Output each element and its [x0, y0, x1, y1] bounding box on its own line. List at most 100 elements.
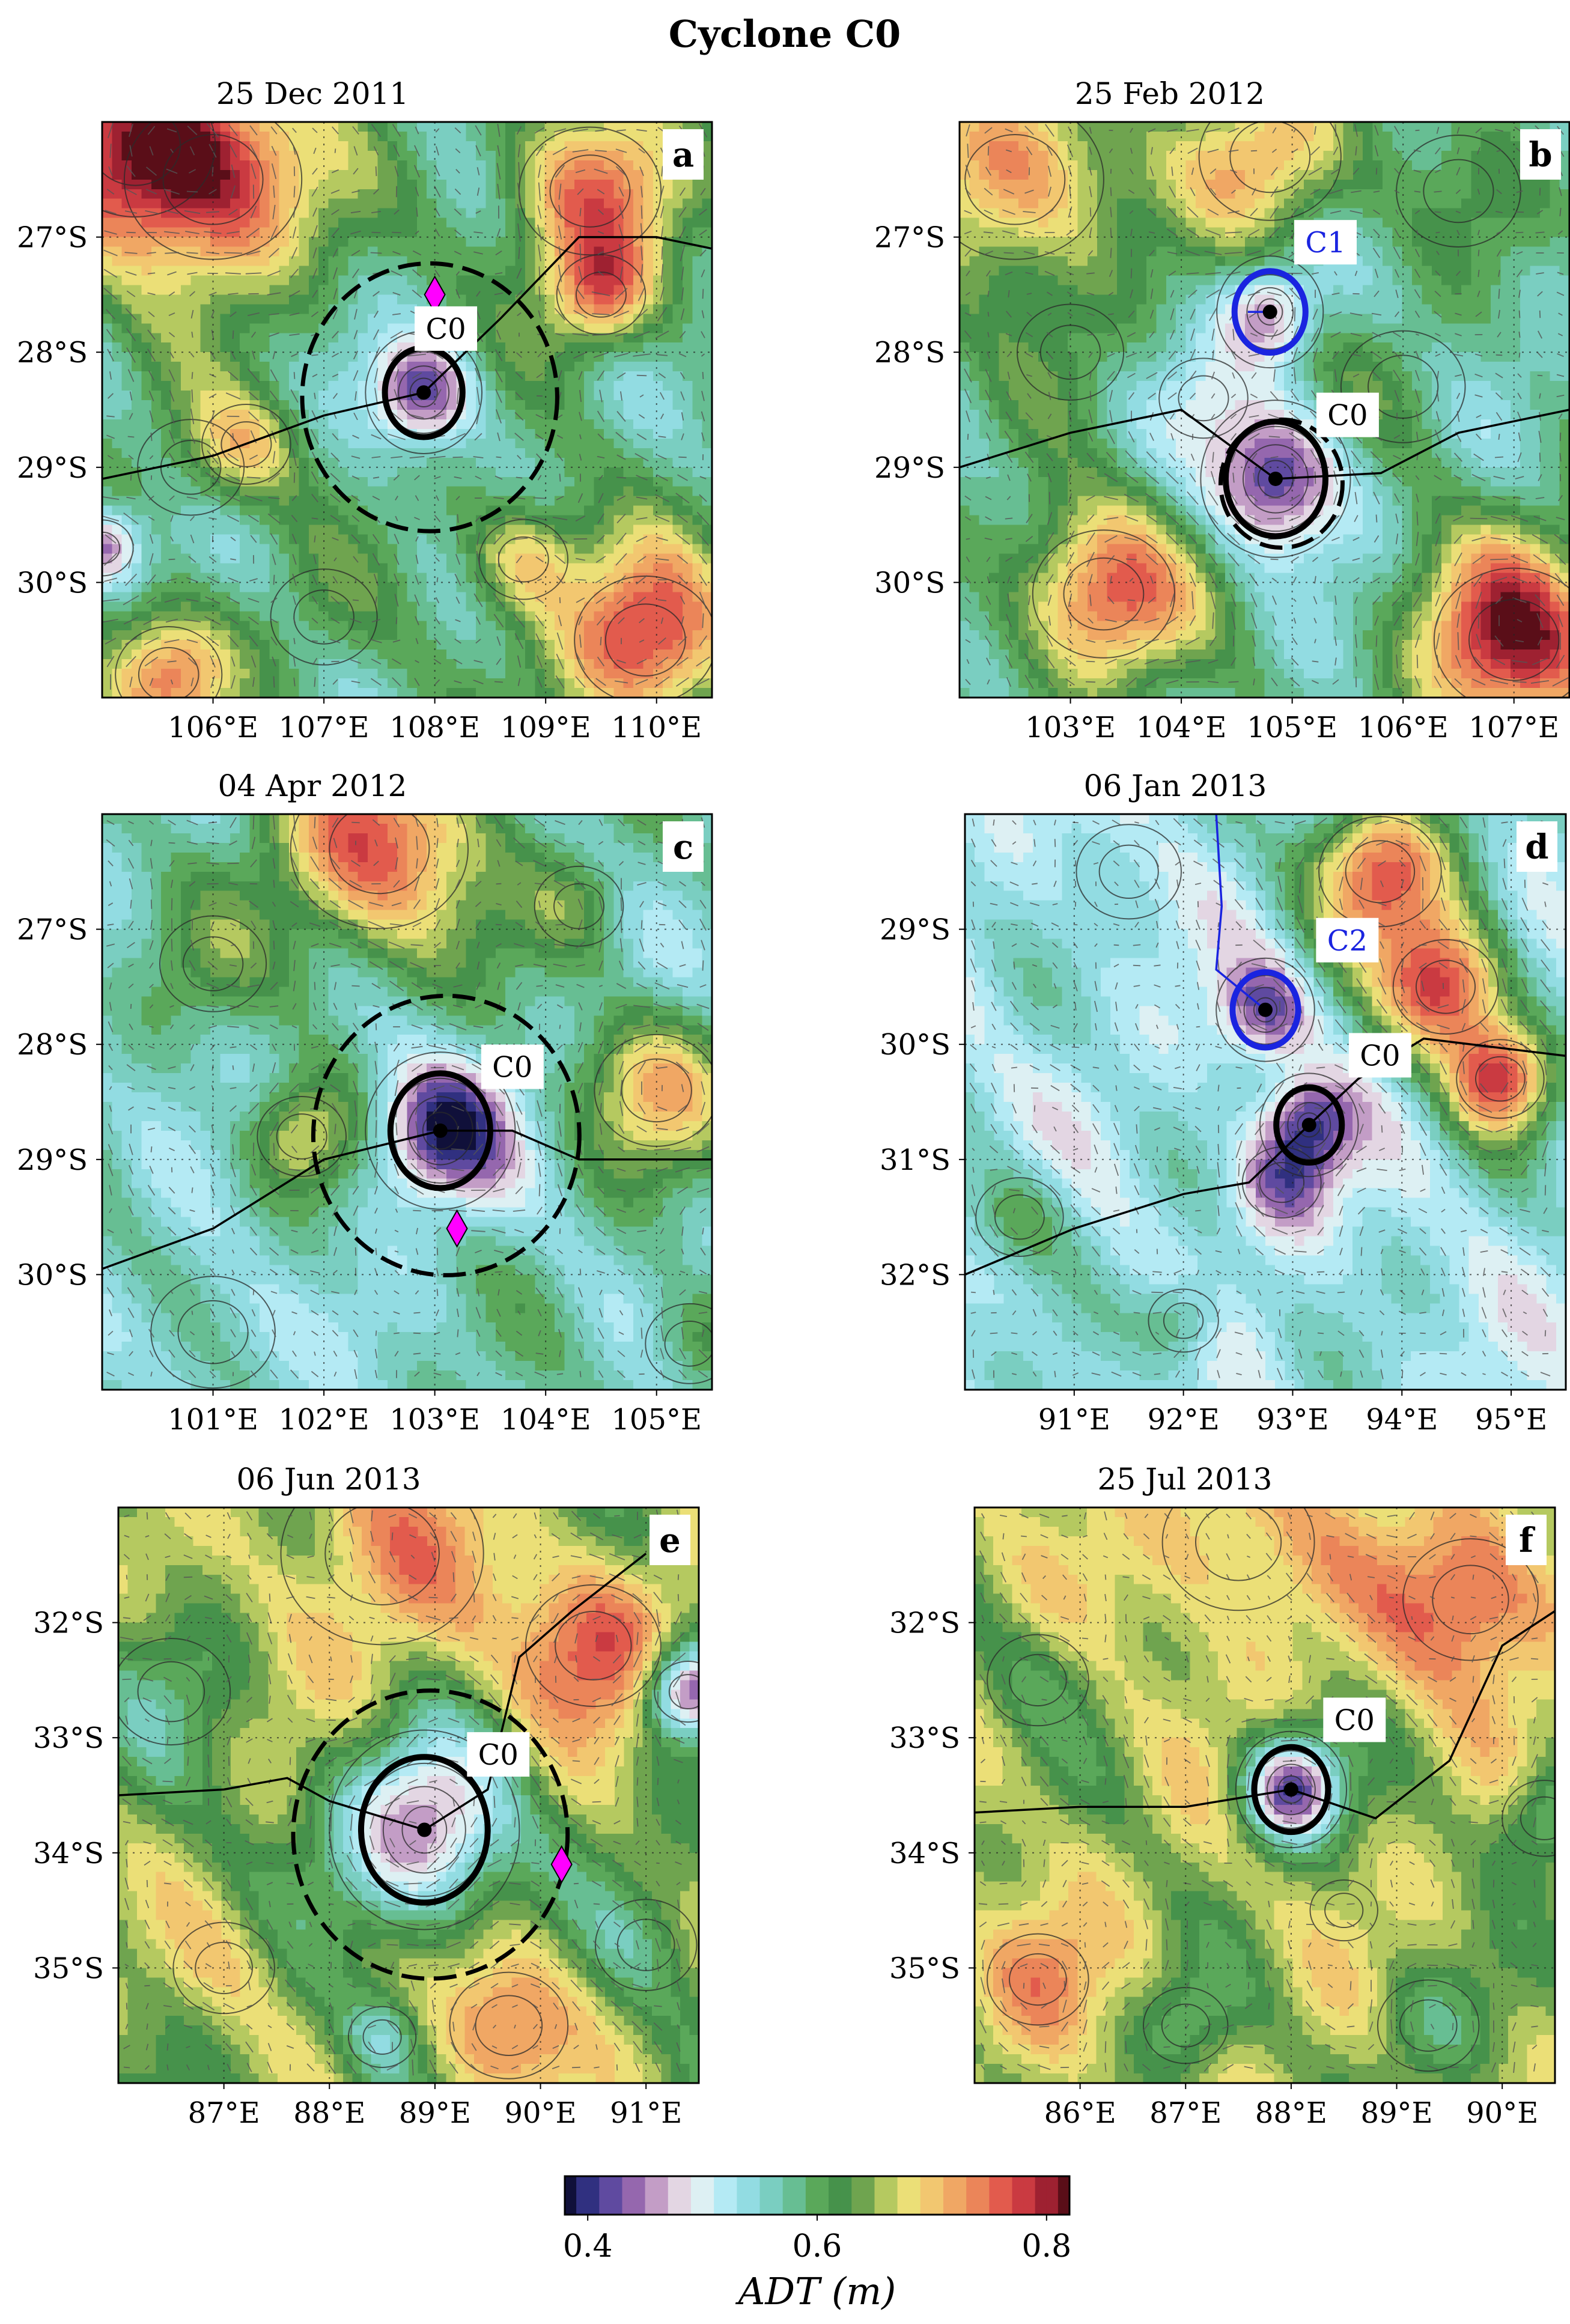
- velocity-arrow: [979, 1674, 987, 1685]
- velocity-arrow: [1438, 817, 1449, 828]
- velocity-arrow: [104, 577, 117, 582]
- velocity-arrow: [1130, 268, 1133, 279]
- velocity-arrow: [1123, 1734, 1129, 1747]
- velocity-arrow: [1185, 637, 1200, 645]
- velocity-arrow: [610, 2000, 624, 2012]
- velocity-arrow: [1297, 895, 1303, 913]
- velocity-arrow: [432, 1103, 443, 1114]
- eddy-C0-center: [416, 385, 431, 400]
- velocity-arrow: [984, 250, 993, 256]
- velocity-arrow: [142, 1757, 153, 1765]
- velocity-arrow: [1389, 1615, 1395, 1621]
- velocity-arrow: [1091, 1206, 1101, 1215]
- velocity-arrow: [1038, 1634, 1050, 1643]
- velocity-arrow: [475, 880, 482, 887]
- velocity-arrow: [1346, 1634, 1355, 1643]
- velocity-arrow: [432, 1817, 434, 1828]
- dotted-grid: [102, 814, 712, 1390]
- velocity-arrow: [1184, 1678, 1190, 1681]
- velocity-arrow: [1303, 1840, 1316, 1846]
- velocity-arrow: [965, 678, 971, 686]
- velocity-arrow: [247, 1533, 252, 1540]
- velocity-arrow: [1143, 1533, 1150, 1540]
- velocity-arrow: [553, 128, 567, 133]
- velocity-arrow: [1247, 514, 1261, 523]
- velocity-arrow: [163, 231, 180, 234]
- velocity-arrow: [1149, 249, 1155, 257]
- velocity-arrow: [966, 538, 970, 540]
- velocity-arrow: [370, 1635, 374, 1641]
- velocity-arrow: [578, 919, 583, 930]
- velocity-arrow: [430, 2040, 436, 2054]
- velocity-arrow: [1047, 372, 1052, 379]
- eddy-label: C0: [425, 312, 466, 346]
- velocity-arrow: [598, 1002, 603, 1011]
- velocity-arrow: [250, 859, 257, 868]
- velocity-arrow: [680, 1206, 686, 1215]
- velocity-arrow: [1456, 147, 1460, 154]
- velocity-arrow: [1054, 820, 1056, 826]
- velocity-arrow: [1542, 920, 1549, 929]
- velocity-arrow: [1427, 1714, 1438, 1727]
- velocity-arrow: [1217, 1106, 1220, 1111]
- velocity-arrow: [1250, 127, 1258, 134]
- velocity-arrow: [1406, 1694, 1418, 1706]
- velocity-arrow: [1124, 657, 1139, 666]
- velocity-arrow: [535, 433, 544, 440]
- velocity-arrow: [330, 473, 341, 482]
- velocity-arrow: [1434, 290, 1441, 297]
- velocity-arrow: [496, 902, 502, 906]
- velocity-arrow: [455, 859, 460, 868]
- velocity-arrow: [1477, 290, 1480, 297]
- velocity-arrow: [597, 1327, 604, 1339]
- velocity-arrow: [394, 209, 400, 215]
- velocity-arrow: [1435, 513, 1441, 524]
- velocity-arrow: [558, 1084, 562, 1092]
- velocity-arrow: [535, 921, 544, 928]
- velocity-arrow: [407, 1594, 418, 1601]
- velocity-arrow: [1068, 455, 1073, 460]
- velocity-arrow: [1132, 1372, 1142, 1376]
- velocity-arrow: [616, 476, 627, 479]
- velocity-arrow: [598, 896, 603, 912]
- velocity-arrow: [435, 556, 440, 562]
- velocity-arrow: [1399, 1124, 1405, 1134]
- velocity-arrow: [250, 1370, 257, 1378]
- velocity-arrow: [394, 534, 400, 544]
- velocity-arrow: [1209, 187, 1217, 196]
- velocity-arrow: [209, 428, 216, 446]
- velocity-arrow: [489, 1940, 500, 1950]
- velocity-arrow: [1123, 1533, 1129, 1540]
- velocity-arrow: [675, 532, 690, 546]
- velocity-arrow: [205, 1554, 212, 1559]
- velocity-arrow: [517, 655, 522, 668]
- panel-frame: [117, 1506, 700, 2084]
- velocity-arrow: [1488, 1799, 1499, 1804]
- velocity-arrow: [972, 818, 975, 827]
- velocity-arrow: [701, 310, 705, 318]
- velocity-arrow: [1113, 1122, 1120, 1136]
- x-tick-label: 110°E: [611, 711, 702, 744]
- velocity-arrow: [1182, 1860, 1193, 1867]
- velocity-arrow: [1011, 1373, 1017, 1375]
- velocity-arrow: [1169, 413, 1175, 420]
- velocity-arrow: [999, 1515, 1008, 1517]
- velocity-arrow: [1256, 1083, 1262, 1093]
- velocity-arrow: [1431, 1798, 1434, 1805]
- velocity-arrow: [595, 150, 607, 152]
- velocity-arrow: [145, 210, 158, 214]
- velocity-arrow: [1491, 1860, 1496, 1866]
- velocity-arrow: [677, 555, 689, 564]
- velocity-arrow: [1052, 962, 1058, 969]
- velocity-arrow: [966, 124, 970, 137]
- velocity-arrow: [190, 408, 195, 425]
- velocity-arrow: [208, 556, 217, 563]
- velocity-arrow: [124, 1878, 129, 1890]
- velocity-arrow: [1186, 1780, 1188, 1783]
- velocity-arrow: [350, 1655, 353, 1663]
- velocity-arrow: [1347, 1556, 1354, 1558]
- velocity-arrow: [109, 1309, 112, 1316]
- velocity-arrow: [312, 127, 318, 133]
- velocity-arrow: [227, 1005, 240, 1008]
- velocity-arrow: [148, 311, 155, 317]
